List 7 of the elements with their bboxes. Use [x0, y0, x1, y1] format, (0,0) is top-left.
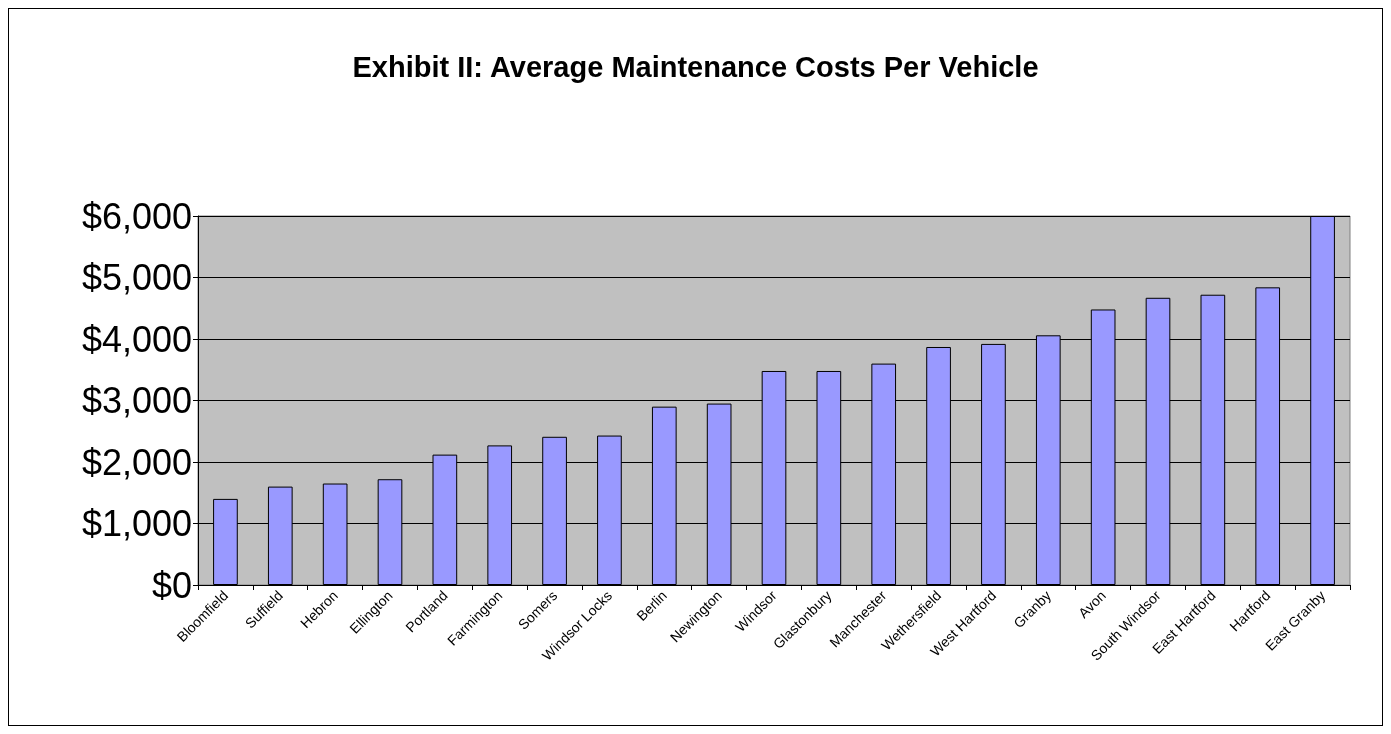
y-tick-label: $1,000 [81, 503, 192, 544]
chart-title: Exhibit II: Average Maintenance Costs Per Vehicle [352, 50, 1039, 83]
y-tick-label: $6,000 [81, 195, 192, 237]
y-tick-label: $2,000 [81, 441, 192, 483]
y-tick-label: $3,000 [81, 380, 192, 421]
y-tick-label: $5,000 [81, 257, 192, 298]
y-tick-label: $4,000 [81, 318, 192, 360]
